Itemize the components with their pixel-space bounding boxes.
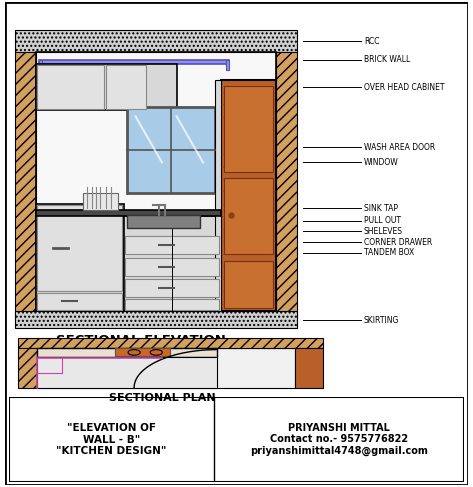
Bar — [295, 348, 323, 388]
Bar — [276, 52, 297, 316]
Text: SECTIONAL ELEVATION: SECTIONAL ELEVATION — [56, 334, 227, 347]
Bar — [39, 59, 42, 70]
Bar — [224, 178, 272, 254]
Bar — [15, 311, 297, 328]
Text: PULL OUT: PULL OUT — [364, 216, 401, 225]
Bar — [15, 31, 297, 52]
Bar — [127, 107, 215, 193]
Text: RCC: RCC — [364, 37, 379, 46]
Bar — [15, 52, 36, 316]
Bar — [226, 59, 229, 70]
Bar — [36, 52, 276, 311]
Bar — [124, 216, 220, 311]
Text: OVER HEAD CABINET: OVER HEAD CABINET — [364, 83, 445, 92]
Bar — [36, 204, 124, 311]
Text: WINDOW: WINDOW — [364, 158, 399, 167]
Text: SKIRTING: SKIRTING — [364, 316, 399, 325]
Bar — [224, 86, 272, 171]
Text: PRIYANSHI MITTAL
Contact no.- 9575776822
priyanshimittal4748@gmail.com: PRIYANSHI MITTAL Contact no.- 9575776822… — [250, 423, 428, 456]
Text: SHELEVES: SHELEVES — [364, 227, 403, 236]
Bar — [18, 337, 323, 348]
Bar — [39, 59, 229, 64]
Text: BRICK WALL: BRICK WALL — [364, 55, 410, 64]
Text: SECTIONAL PLAN: SECTIONAL PLAN — [108, 393, 215, 403]
Bar — [36, 210, 220, 216]
Bar — [125, 258, 219, 276]
Bar — [224, 261, 272, 308]
Bar — [37, 65, 104, 110]
Bar — [36, 52, 276, 311]
Text: SINK TAP: SINK TAP — [364, 204, 398, 213]
Bar — [125, 236, 219, 254]
Bar — [37, 348, 217, 356]
Bar — [127, 215, 200, 228]
Bar — [125, 279, 219, 298]
Bar — [106, 65, 146, 110]
Bar — [215, 79, 220, 311]
Bar — [36, 64, 176, 110]
Bar — [37, 293, 123, 310]
Text: WASH AREA DOOR: WASH AREA DOOR — [364, 143, 435, 151]
Bar — [37, 348, 295, 388]
Bar — [18, 348, 37, 388]
Bar — [125, 299, 219, 310]
Bar — [220, 79, 276, 311]
Text: "ELEVATION OF
WALL - B"
"KITCHEN DESIGN": "ELEVATION OF WALL - B" "KITCHEN DESIGN" — [56, 423, 167, 456]
Text: TANDEM BOX: TANDEM BOX — [364, 248, 414, 258]
Bar — [37, 356, 217, 388]
Bar — [115, 349, 170, 356]
Text: CORNER DRAWER: CORNER DRAWER — [364, 238, 432, 247]
Bar — [37, 206, 123, 291]
Bar — [83, 193, 118, 210]
